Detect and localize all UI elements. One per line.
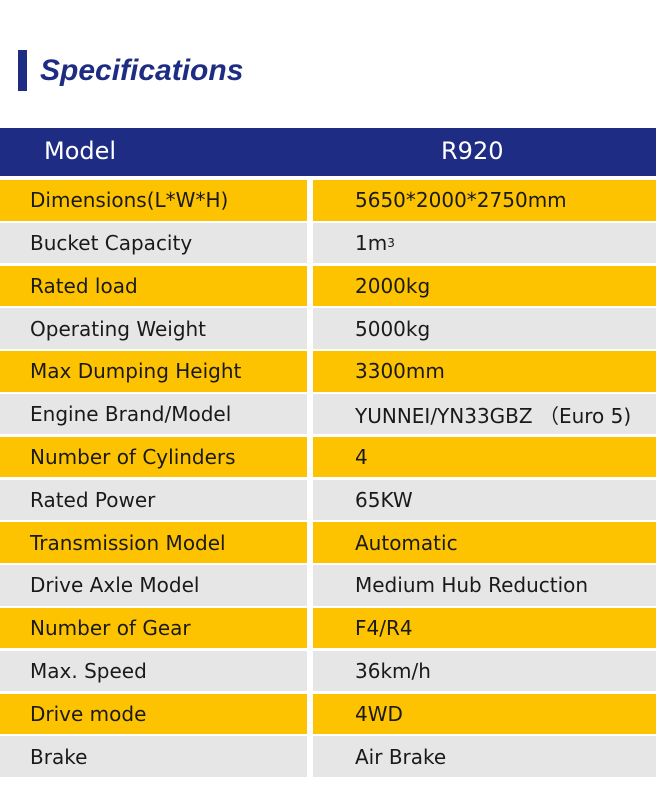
- spec-value: Automatic: [313, 522, 656, 563]
- spec-value: Air Brake: [313, 736, 656, 777]
- spec-label: Engine Brand/Model: [0, 393, 307, 435]
- table-row: Operating Weight 5000kg: [0, 308, 656, 349]
- spec-label: Max. Speed: [0, 650, 307, 692]
- spec-label-text: Rated Power: [30, 487, 156, 512]
- spec-label-text: Dimensions(L*W*H): [30, 188, 229, 213]
- spec-label: Number of Cylinders: [0, 436, 307, 478]
- spec-value: 4WD: [313, 693, 656, 735]
- spec-label-text: Operating Weight: [30, 316, 207, 341]
- spec-value: F4/R4: [313, 607, 656, 649]
- spec-label: Max Dumping Height: [0, 351, 307, 392]
- table-row: Drive mode 4WD: [0, 693, 656, 735]
- title-accent-bar: [18, 50, 27, 91]
- spec-value-text: 4WD: [355, 701, 403, 726]
- spec-label-text: Number of Cylinders: [30, 445, 236, 470]
- spec-label-text: Brake: [30, 744, 88, 769]
- table-row: Drive Axle Model Medium Hub Reduction: [0, 565, 656, 606]
- spec-label-text: Number of Gear: [30, 616, 191, 641]
- spec-value: 4: [313, 436, 656, 478]
- spec-label-text: Drive mode: [30, 701, 147, 726]
- table-header: Model R920: [0, 128, 656, 176]
- spec-value-text: Automatic: [355, 530, 458, 555]
- table-row: Bucket Capacity 1m 3: [0, 222, 656, 264]
- spec-value-text: 4: [355, 445, 368, 470]
- spec-value: 65KW: [313, 479, 656, 521]
- spec-value-text: 36km/h: [355, 659, 431, 684]
- spec-label-text: Drive Axle Model: [30, 573, 200, 598]
- spec-label: Number of Gear: [0, 607, 307, 649]
- spec-value-text: Air Brake: [355, 744, 447, 769]
- spec-value-text: 1m: [355, 231, 388, 256]
- spec-value-text: Medium Hub Reduction: [355, 573, 589, 598]
- spec-value: 5650*2000*2750mm: [313, 180, 656, 221]
- spec-label-text: Engine Brand/Model: [30, 402, 232, 427]
- table-row: Dimensions(L*W*H) 5650*2000*2750mm: [0, 180, 656, 221]
- spec-label: Rated load: [0, 265, 307, 307]
- table-row: Transmission Model Automatic: [0, 522, 656, 563]
- spec-value: 5000kg: [313, 308, 656, 349]
- spec-label-text: Max Dumping Height: [30, 359, 242, 384]
- spec-label: Brake: [0, 736, 307, 777]
- table-row: Rated load 2000kg: [0, 265, 656, 307]
- spec-value: YUNNEI/YN33GBZ （Euro 5): [313, 393, 656, 435]
- spec-value-text: YUNNEI/YN33GBZ （Euro 5): [355, 403, 632, 428]
- spec-value-text: 5000kg: [355, 316, 431, 341]
- spec-label: Bucket Capacity: [0, 222, 307, 264]
- spec-label: Transmission Model: [0, 522, 307, 563]
- spec-value: 1m 3: [313, 222, 656, 264]
- spec-value-text: F4/R4: [355, 616, 413, 641]
- header-value: R920: [441, 137, 504, 165]
- spec-table: Dimensions(L*W*H) 5650*2000*2750mm Bucket …: [0, 180, 656, 779]
- spec-label: Dimensions(L*W*H): [0, 180, 307, 221]
- spec-value: 3300mm: [313, 351, 656, 392]
- table-row: Number of Gear F4/R4: [0, 607, 656, 649]
- section-title: Specifications: [18, 50, 243, 91]
- spec-label-text: Bucket Capacity: [30, 231, 193, 256]
- table-row: Brake Air Brake: [0, 736, 656, 777]
- spec-label: Operating Weight: [0, 308, 307, 349]
- spec-label: Rated Power: [0, 479, 307, 521]
- spec-label: Drive Axle Model: [0, 565, 307, 606]
- spec-value-text: 5650*2000*2750mm: [355, 188, 567, 213]
- spec-value-text: 2000kg: [355, 273, 431, 298]
- header-label: Model: [44, 137, 117, 165]
- table-row: Engine Brand/Model YUNNEI/YN33GBZ （Euro 5…: [0, 393, 656, 435]
- spec-value-text: 65KW: [355, 487, 413, 512]
- table-row: Number of Cylinders 4: [0, 436, 656, 478]
- spec-value: 2000kg: [313, 265, 656, 307]
- table-row: Max. Speed 36km/h: [0, 650, 656, 692]
- spec-label: Drive mode: [0, 693, 307, 735]
- page-title: Specifications: [40, 53, 244, 87]
- spec-label-text: Transmission Model: [30, 530, 226, 555]
- spec-label-text: Rated load: [30, 273, 138, 298]
- table-row: Max Dumping Height 3300mm: [0, 351, 656, 392]
- spec-label-text: Max. Speed: [30, 659, 147, 684]
- spec-value: Medium Hub Reduction: [313, 565, 656, 606]
- table-row: Rated Power 65KW: [0, 479, 656, 521]
- superscript: 3: [387, 236, 395, 251]
- spec-value: 36km/h: [313, 650, 656, 692]
- spec-value-text: 3300mm: [355, 359, 445, 384]
